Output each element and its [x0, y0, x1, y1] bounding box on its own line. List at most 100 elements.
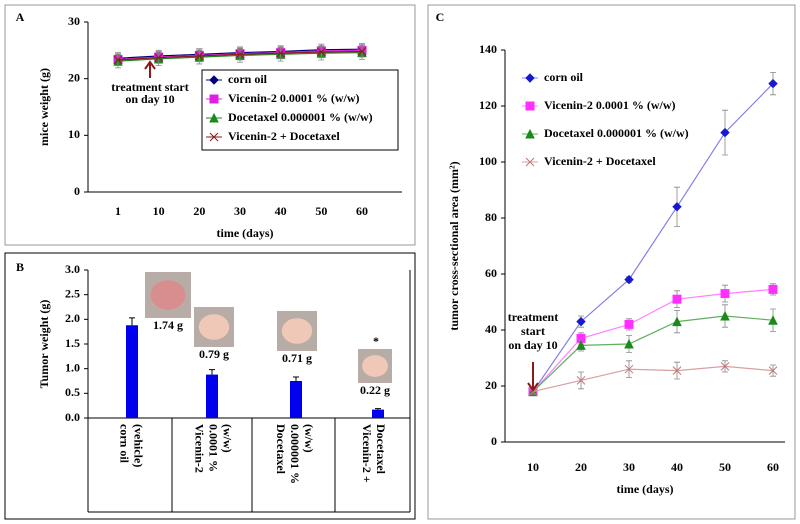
photo-label: 1.74 g [153, 318, 183, 332]
x-tick-label: 50 [719, 460, 731, 474]
bar [126, 325, 138, 418]
marker [576, 376, 586, 385]
error-bar [129, 317, 135, 326]
y-tick-label: 40 [485, 322, 497, 336]
marker [235, 49, 245, 59]
y-tick-label: 0.5 [65, 385, 80, 399]
marker [672, 294, 682, 304]
panel-label: B [16, 260, 24, 274]
photo-label: 0.22 g [360, 383, 390, 397]
legend-label: Vicenin-2 + Docetaxel [544, 154, 656, 168]
legend-marker [525, 73, 535, 83]
marker [720, 127, 730, 138]
y-tick-label: 140 [479, 42, 497, 56]
annotation: on day 10 [125, 92, 174, 106]
marker [624, 274, 634, 285]
error-bar [293, 376, 299, 381]
x-tick-label: 0.0001 % [206, 424, 220, 472]
marker [624, 319, 634, 329]
legend-label: Vicenin-2 0.0001 % (w/w) [544, 98, 676, 112]
marker [720, 310, 730, 321]
x-tick-label: 10 [527, 460, 539, 474]
marker [768, 284, 778, 294]
photo-label: 0.79 g [199, 347, 229, 361]
marker [154, 53, 164, 63]
x-tick-label: 20 [575, 460, 587, 474]
annotation: start [521, 324, 545, 338]
y-tick-label: 20 [68, 70, 80, 84]
y-axis-title: mice weight (g) [37, 68, 51, 146]
significance-star: * [373, 334, 379, 348]
marker [768, 366, 778, 375]
marker [113, 55, 123, 65]
marker [672, 366, 682, 375]
marker [624, 364, 634, 374]
x-tick-label: 0.000001 % [288, 424, 302, 484]
annotation: on day 10 [508, 338, 557, 352]
marker [357, 47, 367, 56]
legend-label: Docetaxel 0.000001 % (w/w) [228, 110, 373, 124]
legend-marker [525, 101, 535, 111]
legend-marker [209, 132, 219, 142]
annotation: treatment [508, 310, 558, 324]
tumor-photo-tissue [150, 280, 186, 310]
legend-marker [209, 112, 219, 123]
legend-frame [201, 69, 399, 151]
y-tick-label: 1.5 [65, 336, 80, 350]
x-tick-label: Vicenin-2 [192, 424, 206, 473]
x-tick-label: Vicenin-2 + [360, 424, 374, 483]
x-tick-label: Docetaxel [274, 424, 288, 475]
series-line [532, 315, 774, 393]
error-bar [375, 408, 381, 410]
x-tick-label: 60 [356, 204, 368, 218]
legend-label: Vicenin-2 + Docetaxel [228, 129, 340, 143]
y-tick-label: 120 [479, 98, 497, 112]
bar [290, 381, 302, 418]
x-tick-label: 30 [623, 460, 635, 474]
marker [194, 51, 204, 61]
marker [316, 47, 326, 57]
panel-label: C [436, 10, 445, 24]
legend-marker [209, 94, 219, 104]
bar [206, 374, 218, 418]
x-axis-title: time (days) [617, 482, 674, 496]
y-tick-label: 3.0 [65, 262, 80, 276]
series-line [532, 365, 774, 393]
x-tick-label: 50 [315, 204, 327, 218]
x-tick-label: (vehicle) [131, 424, 145, 467]
x-tick-label: 40 [275, 204, 287, 218]
photo-label: 0.71 g [282, 351, 312, 365]
y-tick-label: 2.5 [65, 286, 80, 300]
legend-marker [209, 75, 219, 85]
y-tick-label: 0.0 [65, 410, 80, 424]
y-tick-label: 100 [479, 154, 497, 168]
tumor-photo-tissue [198, 314, 230, 340]
annotation-arrow [144, 60, 156, 78]
x-axis-title: time (days) [217, 226, 274, 240]
y-tick-label: 60 [485, 266, 497, 280]
legend-marker [525, 157, 535, 167]
y-tick-label: 0 [491, 434, 497, 448]
y-tick-label: 80 [485, 210, 497, 224]
x-tick-label: corn oil [117, 424, 131, 464]
x-tick-label: 20 [193, 204, 205, 218]
x-tick-label: Docetaxel [374, 424, 388, 475]
marker [768, 315, 778, 325]
panel-b-frame [4, 252, 416, 520]
y-tick-label: 20 [485, 378, 497, 392]
marker [672, 202, 682, 212]
marker [672, 316, 682, 327]
legend-label: corn oil [228, 72, 268, 86]
marker [720, 289, 730, 299]
y-tick-label: 2.0 [65, 311, 80, 325]
error-bar [209, 369, 215, 375]
y-tick-label: 0 [74, 184, 80, 198]
tumor-photo-tissue [362, 355, 388, 377]
y-tick-label: 30 [68, 14, 80, 28]
legend-label: Docetaxel 0.000001 % (w/w) [544, 126, 689, 140]
marker [576, 340, 586, 350]
y-axis-title: tumor cross-sectional area (mm²) [447, 161, 461, 330]
annotation: treatment start [111, 80, 188, 94]
y-tick-label: 10 [68, 127, 80, 141]
panel-a-frame [4, 4, 416, 246]
